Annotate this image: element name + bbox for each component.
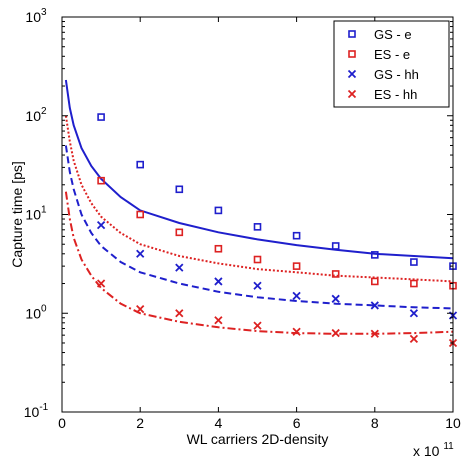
marker-stroke	[253, 321, 262, 330]
marker-stroke	[409, 309, 419, 318]
data-point	[410, 279, 418, 288]
marker-stroke	[175, 309, 184, 318]
y-tick-label: 101	[25, 205, 47, 223]
data-point	[292, 291, 301, 300]
marker-stroke	[409, 334, 419, 344]
data-point	[331, 328, 340, 338]
data-point	[410, 258, 418, 266]
data-point	[175, 185, 184, 194]
data-point	[253, 281, 262, 290]
data-point	[331, 270, 340, 278]
plot-area	[64, 79, 458, 348]
legend-label: ES - hh	[374, 87, 417, 102]
marker-stroke	[292, 291, 301, 300]
marker-stroke	[347, 69, 357, 79]
data-point	[370, 251, 379, 259]
marker-stroke	[331, 328, 340, 338]
data-point	[175, 309, 184, 318]
data-point	[370, 277, 379, 286]
marker-stroke	[370, 301, 379, 310]
x-tick-label: 0	[58, 415, 66, 431]
data-point	[214, 316, 223, 325]
fit-curve	[64, 79, 454, 260]
x-tick-label: 2	[136, 415, 144, 431]
x-tick-label: 8	[371, 415, 379, 431]
data-point	[97, 113, 105, 121]
data-point	[331, 242, 340, 250]
y-tick-label: 103	[25, 7, 47, 25]
data-point	[409, 309, 419, 318]
marker-stroke	[214, 316, 223, 325]
data-point	[253, 255, 262, 264]
y-tick-label: 100	[25, 303, 47, 321]
data-point	[214, 277, 223, 286]
legend-marker	[347, 89, 357, 99]
data-point	[136, 160, 144, 169]
x-tick-label: 10	[445, 415, 461, 431]
data-point	[292, 262, 301, 270]
legend: GS - e ES - e GS - hh ES - hh	[333, 20, 450, 108]
data-point	[370, 329, 379, 338]
x-axis-multiplier-base: x 10	[413, 443, 440, 457]
data-point	[253, 223, 262, 231]
fit-curve	[64, 191, 454, 335]
data-point	[136, 305, 145, 314]
y-tick-label: 102	[25, 106, 47, 124]
x-axis-multiplier: x 10 11	[413, 441, 454, 457]
data-point	[96, 221, 106, 230]
y-axis-label: Capture time [ps]	[9, 161, 25, 268]
data-point	[96, 279, 106, 288]
marker-stroke	[96, 279, 106, 288]
fit-curve	[64, 115, 454, 283]
data-point	[292, 231, 301, 240]
marker-stroke	[175, 263, 184, 272]
x-tick-label: 6	[293, 415, 301, 431]
marker-stroke	[253, 281, 262, 290]
data-point	[175, 263, 184, 272]
legend-label: GS - hh	[374, 67, 419, 82]
data-point	[370, 301, 379, 310]
marker-stroke	[96, 221, 106, 230]
data-point	[136, 210, 144, 219]
fit-curve	[64, 145, 454, 310]
marker-stroke	[214, 277, 223, 286]
y-tick-label: 10-1	[24, 402, 49, 420]
data-point	[214, 206, 223, 215]
legend-marker	[348, 30, 356, 38]
marker-stroke	[347, 89, 357, 99]
data-point	[331, 294, 340, 303]
legend-label: GS - e	[374, 27, 412, 42]
marker-stroke	[136, 305, 145, 314]
data-point	[214, 244, 223, 253]
data-point	[292, 327, 301, 336]
x-tick-label: 4	[215, 415, 223, 431]
data-point	[253, 321, 262, 330]
x-axis-label: WL carriers 2D-density	[187, 431, 329, 447]
data-point	[409, 334, 419, 344]
x-axis-multiplier-exponent: 11	[443, 441, 454, 452]
marker-stroke	[136, 249, 145, 258]
data-point	[175, 228, 184, 237]
marker-stroke	[370, 329, 379, 338]
axes: 0 2 4 6 8 10 10-1 100 101 102 103	[24, 7, 461, 431]
legend-marker	[348, 50, 356, 58]
legend-label: ES - e	[374, 47, 410, 62]
data-point	[97, 176, 105, 185]
data-point	[136, 249, 145, 258]
marker-stroke	[292, 327, 301, 336]
marker-stroke	[331, 294, 340, 303]
legend-marker	[347, 69, 357, 79]
